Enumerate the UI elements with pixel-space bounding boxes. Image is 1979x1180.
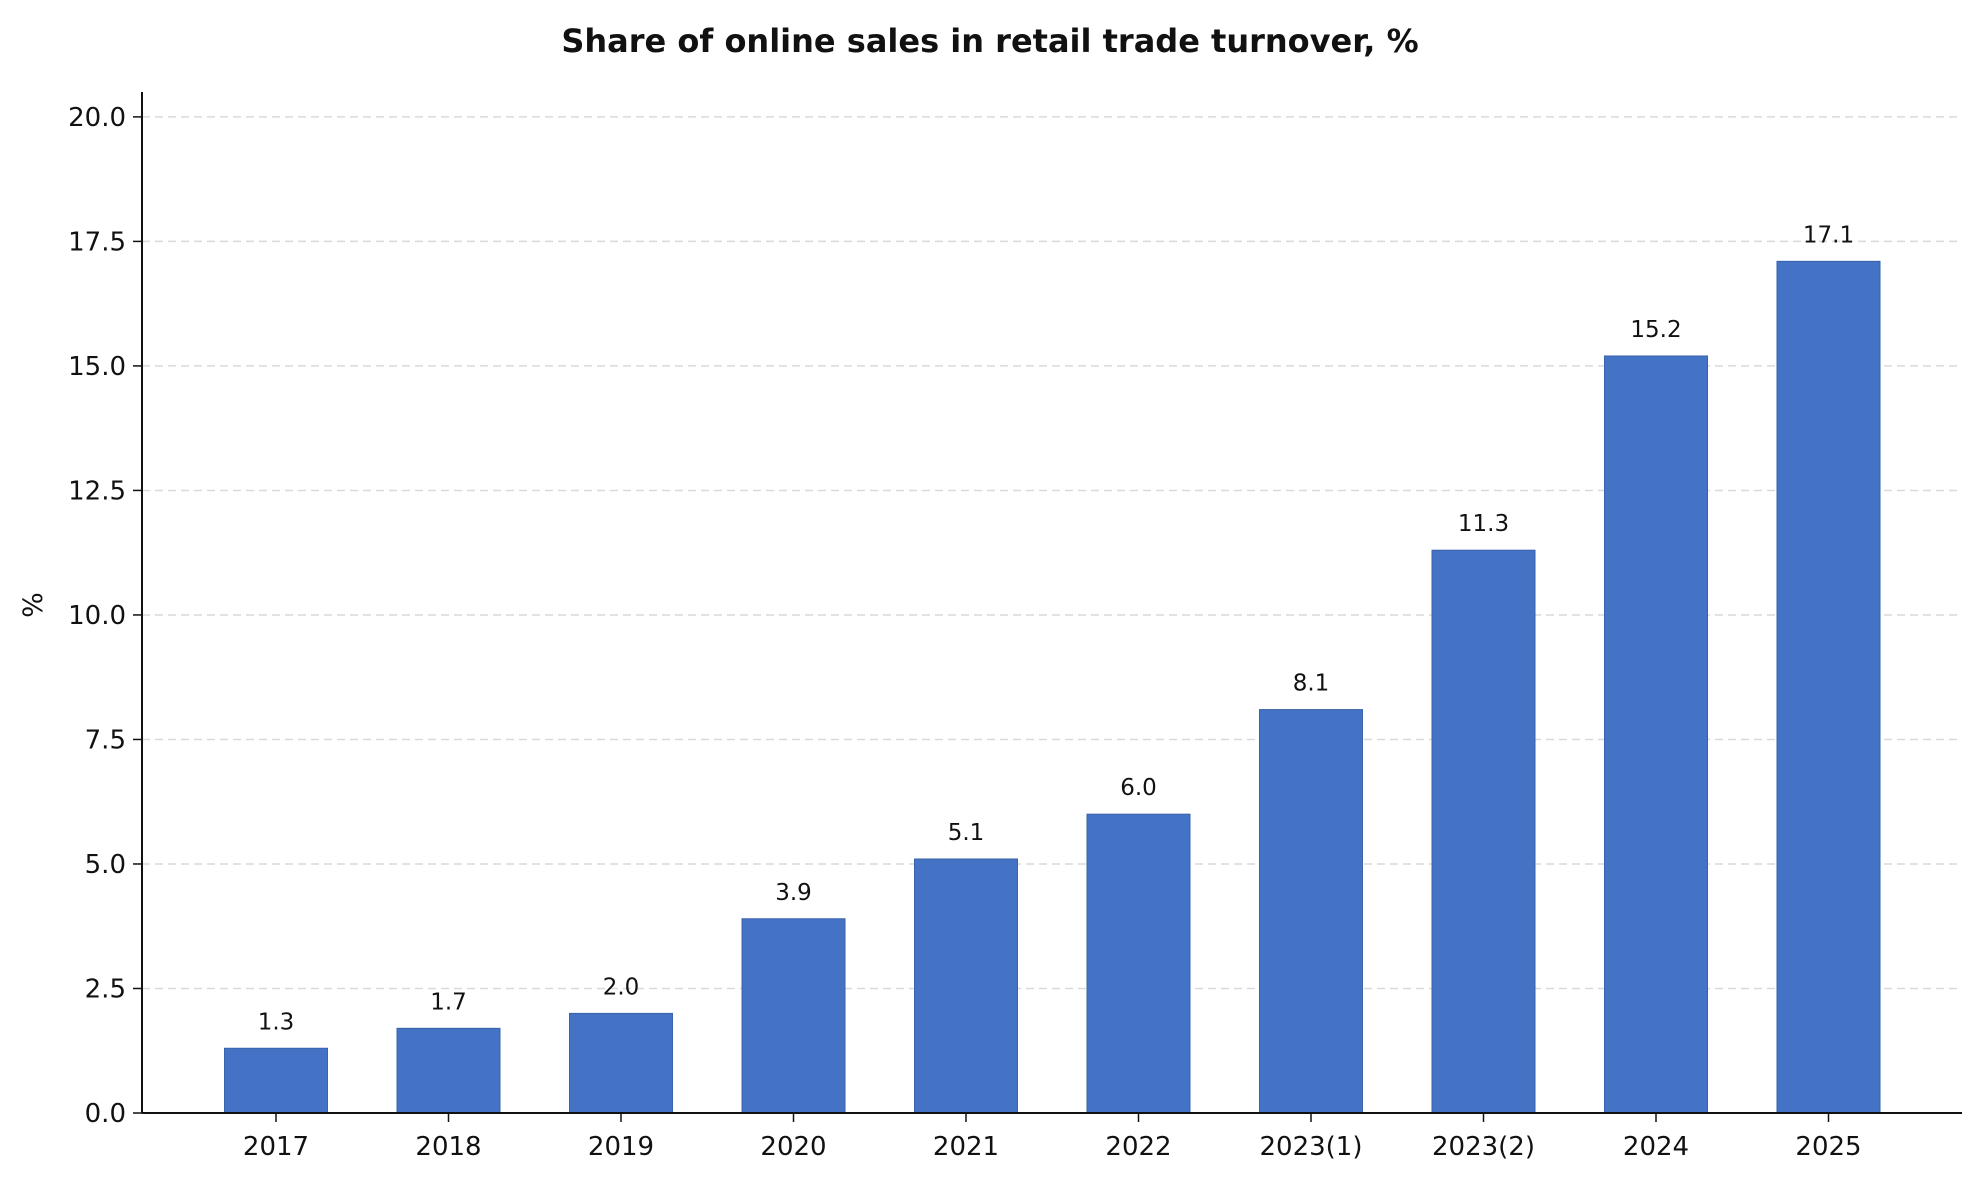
x-tick-label: 2023(2) (1432, 1132, 1535, 1162)
bar (396, 1027, 501, 1114)
tick-labels: 0.0 2.5 5.0 7.5 10.0 12.5 15.0 17.5 20.0 2017 2018… (68, 103, 1861, 1162)
data-label: 8.1 (1293, 671, 1330, 697)
y-tick-label: 17.5 (68, 227, 126, 257)
data-label: 15.2 (1630, 317, 1681, 343)
data-label: 5.1 (948, 820, 985, 846)
x-tick-label: 2020 (760, 1132, 826, 1162)
y-tick-label: 0.0 (85, 1099, 126, 1129)
y-tick-label: 12.5 (68, 476, 126, 506)
x-tick-label: 2019 (588, 1132, 654, 1162)
data-label: 3.9 (775, 880, 812, 906)
x-tick-label: 2018 (415, 1132, 481, 1162)
chart-title: Share of online sales in retail trade tu… (561, 22, 1418, 60)
bar (1604, 355, 1708, 1114)
bar (1776, 260, 1881, 1114)
data-label: 6.0 (1120, 775, 1157, 801)
bar (1431, 549, 1536, 1114)
bar (569, 1012, 673, 1114)
bar (741, 918, 846, 1114)
y-tick-label: 10.0 (68, 601, 126, 631)
y-tick-label: 7.5 (85, 725, 126, 755)
bar (224, 1047, 328, 1114)
bar (1086, 813, 1191, 1114)
bars (224, 260, 1881, 1114)
x-tick-label: 2024 (1623, 1132, 1689, 1162)
y-tick-label: 5.0 (85, 850, 126, 880)
gridlines (142, 116, 1962, 990)
bar (1259, 709, 1363, 1114)
x-tick-label: 2022 (1105, 1132, 1171, 1162)
y-axis-label: % (18, 592, 49, 618)
data-label: 17.1 (1803, 222, 1854, 248)
data-label: 1.7 (430, 989, 467, 1015)
x-tick-label: 2021 (933, 1132, 999, 1162)
data-label: 1.3 (258, 1009, 295, 1035)
x-tick-label: 2025 (1795, 1132, 1861, 1162)
bar (914, 858, 1018, 1114)
y-tick-label: 20.0 (68, 103, 126, 133)
y-tick-label: 2.5 (85, 974, 126, 1004)
data-label: 11.3 (1458, 511, 1509, 537)
y-tick-label: 15.0 (68, 352, 126, 382)
axes (133, 92, 1962, 1122)
data-labels: 1.3 1.7 2.0 3.9 5.1 6.0 8.1 11.3 15.2 17.1 (258, 222, 1854, 1035)
x-tick-label: 2017 (243, 1132, 309, 1162)
x-tick-label: 2023(1) (1260, 1132, 1363, 1162)
data-label: 2.0 (603, 974, 640, 1000)
